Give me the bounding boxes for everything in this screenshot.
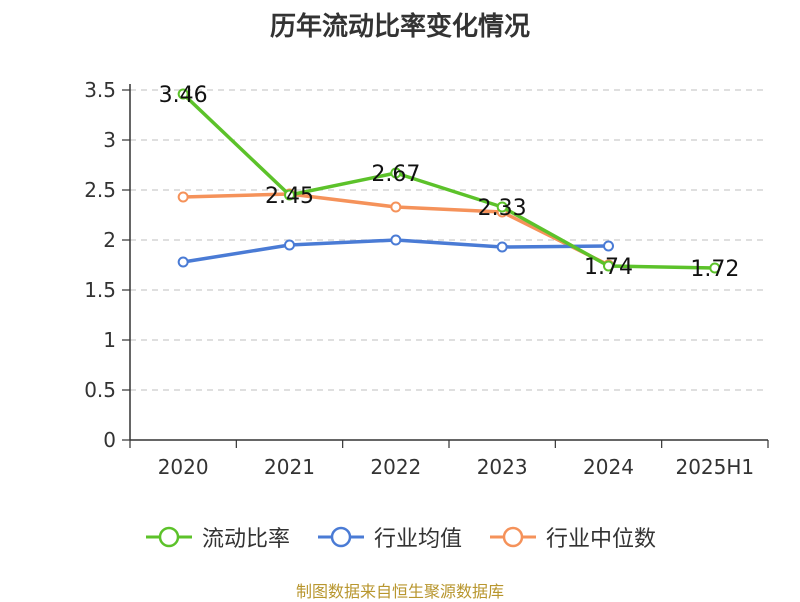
y-tick-label: 1.5 <box>84 278 116 302</box>
y-tick-label: 0.5 <box>84 378 116 402</box>
data-point <box>177 88 189 100</box>
legend-swatch <box>145 526 192 548</box>
y-tick-label: 3.5 <box>84 78 116 102</box>
x-tick-label: 2022 <box>370 455 421 479</box>
y-tick-label: 0 <box>103 428 116 452</box>
legend-item[interactable]: 行业中位数 <box>488 521 656 553</box>
data-point <box>390 201 402 213</box>
legend-label: 行业中位数 <box>546 527 657 552</box>
data-label: 1.74 <box>584 255 633 280</box>
y-tick-label: 2 <box>103 228 116 252</box>
x-tick-label: 2024 <box>583 455 634 479</box>
data-point <box>709 262 721 274</box>
data-point <box>496 201 508 213</box>
data-point <box>390 167 402 179</box>
data-label: 3.46 <box>159 83 208 108</box>
data-label: 2.67 <box>371 162 420 187</box>
legend-label: 行业均值 <box>373 527 462 552</box>
data-label: 2.33 <box>478 196 527 221</box>
y-tick-label: 3 <box>103 128 116 152</box>
data-point <box>177 256 189 268</box>
x-tick-label: 2025H1 <box>675 455 754 479</box>
data-point <box>496 241 508 253</box>
series-line <box>181 92 715 270</box>
data-point <box>603 240 614 252</box>
axes: 0 0.5 1 1.5 2 2.5 3 3.5 2020 2021 2022 2023 2024 2025… <box>84 78 769 479</box>
data-label: 1.72 <box>690 257 739 282</box>
legend-item[interactable]: 流动比率 <box>144 521 290 553</box>
data-point <box>177 191 189 203</box>
data-point <box>390 234 402 246</box>
legend-swatch <box>317 526 364 548</box>
data-label: 2.45 <box>265 184 314 209</box>
legend: 流动比率 行业均值 行业中位数 <box>0 520 800 554</box>
data-point <box>284 239 295 251</box>
y-tick-label: 1 <box>103 328 116 352</box>
series-lines <box>177 88 721 274</box>
chart-title: 历年流动比率变化情况 <box>269 12 530 42</box>
legend-item[interactable]: 行业均值 <box>316 521 462 553</box>
data-point <box>284 189 295 201</box>
x-tick-label: 2020 <box>158 455 209 479</box>
data-point <box>603 260 614 272</box>
source-note: 制图数据来自恒生聚源数据库 <box>295 582 504 601</box>
legend-label: 流动比率 <box>201 527 290 552</box>
legend-swatch <box>490 526 536 548</box>
x-tick-label: 2023 <box>477 455 528 479</box>
y-tick-label: 2.5 <box>84 178 116 202</box>
data-labels: 3.46 2.45 2.67 2.33 1.74 1.72 <box>159 83 740 282</box>
x-tick-label: 2021 <box>264 455 315 479</box>
